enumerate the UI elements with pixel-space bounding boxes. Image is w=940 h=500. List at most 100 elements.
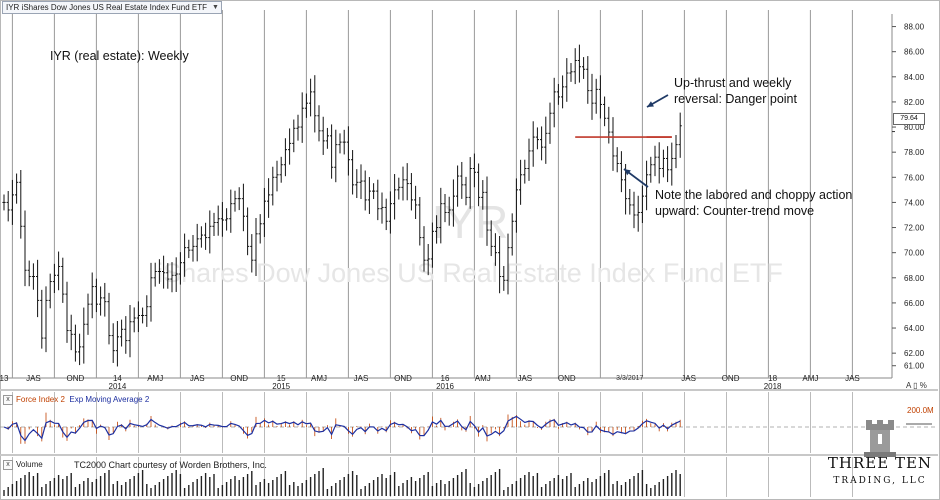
labored-arrow — [623, 168, 649, 188]
labored-note-line2: upward: Counter-trend move — [655, 204, 815, 218]
volume-pane — [3, 468, 681, 496]
chart-title-annotation: IYR (real estate): Weekly — [50, 49, 189, 63]
price-axis: 88.00 86.00 84.00 82.00 80.00 78.00 76.00 74.00… — [892, 23, 925, 371]
ohlc-bar — [166, 263, 170, 289]
axis-option-icons[interactable]: A ▯ % — [906, 381, 927, 390]
ohlc-bar — [607, 106, 611, 144]
rook-icon — [864, 420, 896, 457]
ohlc-bar — [615, 147, 619, 173]
ohlc-bar — [670, 142, 674, 186]
ohlc-bar — [674, 134, 678, 169]
ohlc-bar — [132, 307, 136, 333]
ohlc-bar — [388, 191, 392, 234]
ohlc-bar — [573, 48, 577, 85]
ohlc-bar — [519, 159, 523, 205]
y-tick-label: 70.00 — [904, 249, 925, 258]
ohlc-bar — [447, 196, 451, 226]
ohlc-bar — [296, 114, 300, 141]
ohlc-bar — [409, 173, 413, 211]
ohlc-bar — [246, 207, 250, 256]
ohlc-bar — [330, 124, 334, 179]
ohlc-bar — [69, 314, 73, 351]
x-tick-label: 16 — [441, 374, 450, 383]
close-force-pane-icon[interactable]: x — [3, 395, 13, 405]
ohlc-bar — [632, 191, 636, 229]
ohlc-bar — [212, 212, 216, 236]
ohlc-bar — [531, 121, 535, 167]
chevron-down-icon[interactable]: ▼ — [212, 4, 219, 11]
ohlc-bar — [27, 260, 31, 287]
ohlc-bar — [162, 255, 166, 289]
ohlc-bar — [577, 44, 581, 83]
ohlc-bar — [376, 179, 380, 221]
ohlc-bar — [435, 215, 439, 244]
ohlc-bar — [195, 223, 199, 262]
ohlc-bar — [628, 188, 632, 215]
y-tick-label: 68.00 — [904, 274, 925, 283]
ohlc-bar — [594, 78, 598, 114]
upthrust-note-line1: Up-thrust and weekly — [674, 76, 792, 90]
ohlc-bar — [586, 56, 590, 104]
y-tick-label: 74.00 — [904, 198, 925, 207]
ohlc-bar — [82, 307, 86, 364]
year-label: 2015 — [272, 382, 290, 391]
volume-label: Volume — [16, 460, 43, 469]
ohlc-bar — [443, 194, 447, 223]
ohlc-bar — [57, 251, 61, 291]
ohlc-bar — [666, 146, 670, 183]
ohlc-bar — [149, 262, 153, 322]
ohlc-bar — [199, 226, 203, 248]
upthrust-arrow — [646, 94, 669, 108]
ohlc-bar — [384, 198, 388, 231]
ema-label: Exp Moving Average 2 — [69, 395, 150, 404]
ohlc-bar — [288, 128, 292, 165]
y-tick-label: 80.00 — [904, 123, 925, 132]
labored-note-line1: Note the labored and choppy action — [655, 188, 853, 202]
cursor-date-label: 3/3/2017 — [616, 375, 643, 382]
ohlc-bar — [19, 170, 23, 239]
ohlc-bar — [535, 127, 539, 150]
ohlc-bar — [216, 205, 220, 236]
ohlc-bar — [401, 166, 405, 201]
x-tick-label: JAS — [517, 374, 532, 383]
logo-title: THREE TEN — [827, 454, 933, 472]
ohlc-bar — [153, 262, 157, 287]
close-volume-pane-icon[interactable]: x — [3, 460, 13, 470]
x-tick-label: AMJ — [147, 374, 163, 383]
y-tick-label: 78.00 — [904, 148, 925, 157]
ohlc-bar — [544, 116, 548, 164]
pane-divider — [0, 389, 938, 391]
ohlc-bar — [477, 163, 481, 207]
ohlc-bar — [15, 173, 19, 204]
ohlc-bar — [44, 286, 48, 353]
ohlc-bar — [229, 189, 233, 233]
ohlc-bar — [556, 83, 560, 105]
ohlc-bar — [565, 58, 569, 102]
symbol-selector[interactable]: IYR iShares Dow Jones US Real Estate Ind… — [2, 1, 222, 14]
ohlc-bar — [283, 138, 287, 177]
y-tick-label: 72.00 — [904, 224, 925, 233]
date-axis: 13 JAS OND 14 AMJ JAS OND 15 AMJ JAS OND 16 AMJ JAS ON… — [0, 374, 860, 391]
ohlc-bar — [346, 126, 350, 176]
ohlc-bar — [510, 213, 514, 256]
x-tick-label: OND — [230, 374, 248, 383]
x-tick-label: JAS — [845, 374, 860, 383]
ohlc-bar — [6, 190, 10, 222]
ohlc-bar — [472, 153, 476, 188]
ohlc-bar — [52, 263, 56, 293]
upthrust-note-line2: reversal: Danger point — [674, 92, 797, 106]
x-tick-label: AMJ — [802, 374, 818, 383]
x-tick-label: OND — [558, 374, 576, 383]
ohlc-bar — [103, 282, 107, 317]
x-tick-label: JAS — [26, 374, 41, 383]
ohlc-bar — [120, 319, 124, 347]
ohlc-bar — [468, 157, 472, 209]
ohlc-bar — [527, 138, 531, 181]
ohlc-bar — [267, 178, 271, 218]
ohlc-bar — [342, 129, 346, 155]
y-tick-label: 86.00 — [904, 48, 925, 57]
symbol-name: IYR iShares Dow Jones US Real Estate Ind… — [6, 3, 207, 12]
x-tick-label: JAS — [681, 374, 696, 383]
x-tick-label: 15 — [277, 374, 286, 383]
